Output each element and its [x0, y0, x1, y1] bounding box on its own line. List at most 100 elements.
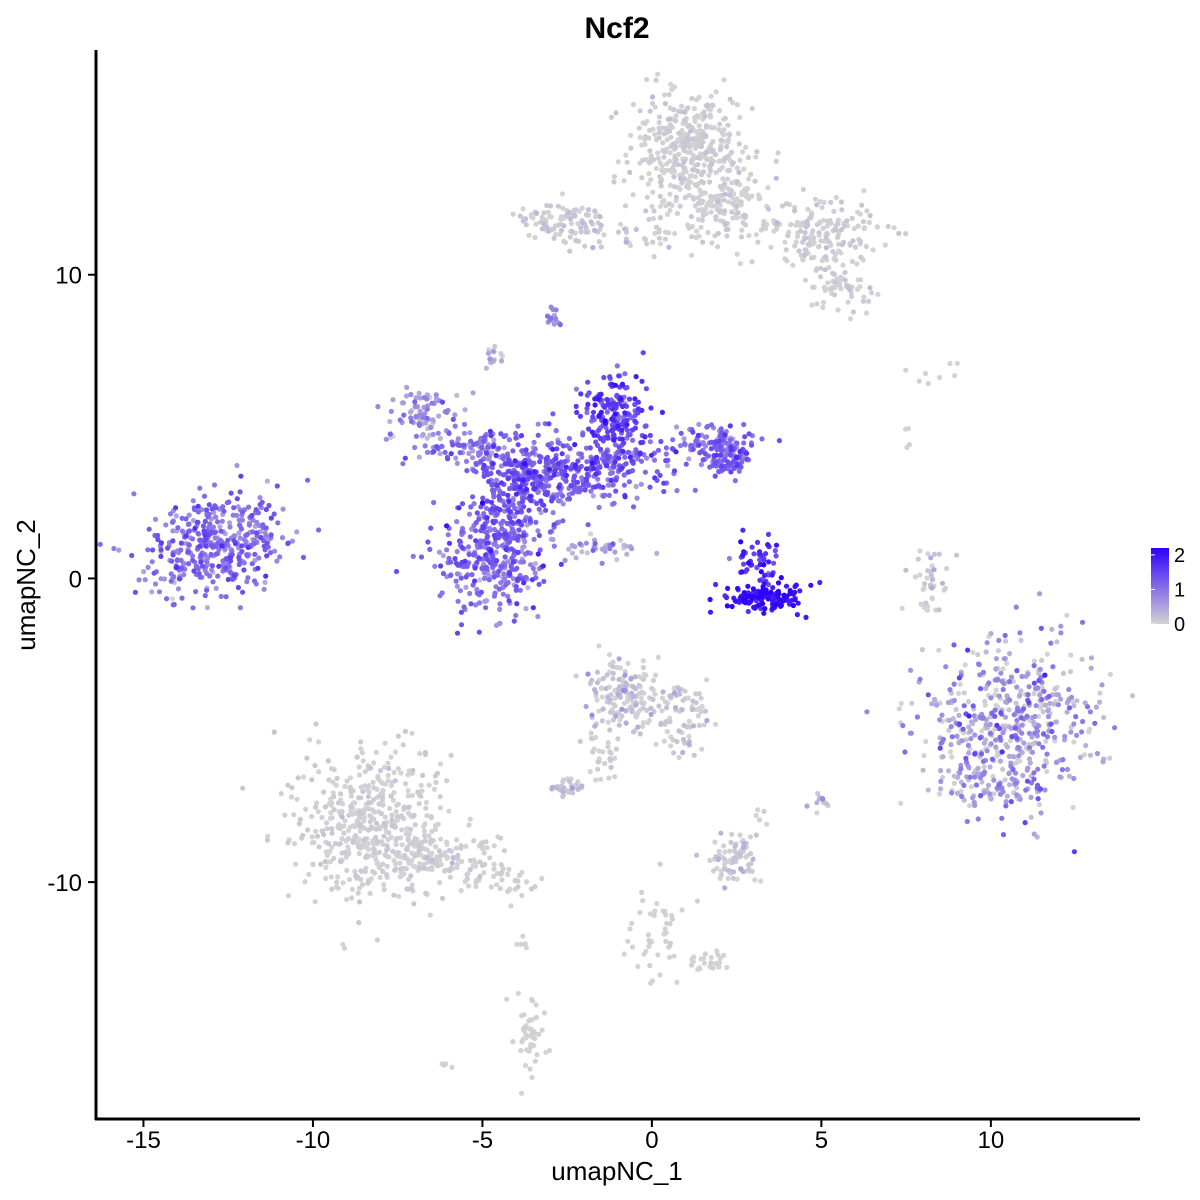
cell-point	[1112, 725, 1118, 731]
cell-point	[500, 518, 506, 524]
cell-point	[518, 1090, 525, 1096]
cell-point	[831, 271, 837, 277]
cell-point	[491, 532, 497, 539]
cell-point	[437, 794, 443, 800]
cell-point	[763, 551, 769, 557]
cell-point	[201, 493, 208, 499]
cell-point	[899, 605, 905, 611]
cell-point	[1057, 774, 1063, 780]
cell-point	[560, 205, 566, 211]
cell-point	[695, 713, 702, 719]
cell-point	[496, 568, 502, 575]
cell-point	[272, 548, 278, 554]
cell-point	[623, 461, 629, 467]
cell-point	[1046, 693, 1052, 700]
cell-point	[454, 460, 460, 466]
cell-point	[833, 194, 839, 201]
cell-point	[208, 551, 214, 557]
cell-point	[932, 696, 938, 703]
cell-point	[1088, 655, 1095, 661]
cell-point	[681, 159, 687, 165]
cell-point	[267, 550, 274, 556]
cell-point	[614, 556, 620, 563]
cell-point	[213, 551, 219, 557]
cell-point	[661, 488, 667, 495]
cell-point	[1004, 660, 1010, 666]
cell-point	[857, 238, 864, 244]
cell-point	[477, 577, 483, 583]
cell-point	[689, 956, 695, 963]
cell-point	[621, 482, 628, 488]
cell-point	[604, 672, 610, 678]
cell-point	[511, 478, 517, 484]
cell-point	[951, 697, 958, 704]
cell-point	[515, 990, 521, 996]
cell-point	[774, 220, 780, 226]
cell-point	[1107, 671, 1113, 678]
cell-point	[866, 298, 872, 304]
cell-point	[945, 699, 952, 706]
cell-point	[560, 518, 566, 524]
cell-point	[338, 859, 344, 865]
cell-point	[972, 802, 978, 809]
cell-point	[432, 563, 438, 569]
cell-point	[350, 838, 356, 844]
cell-point	[518, 941, 524, 947]
cell-point	[252, 523, 258, 529]
cell-point	[583, 703, 589, 710]
cell-point	[646, 216, 652, 222]
cell-point	[690, 167, 696, 173]
cell-point	[795, 600, 801, 606]
cell-point	[968, 719, 975, 725]
cell-point	[692, 182, 698, 188]
cell-point	[615, 159, 621, 165]
cell-point	[966, 724, 972, 730]
cell-point	[629, 709, 635, 715]
cell-point	[1018, 637, 1024, 644]
cell-point	[693, 691, 699, 697]
cell-point	[629, 944, 636, 950]
cell-point	[630, 729, 637, 735]
cell-point	[473, 879, 479, 885]
cell-point	[424, 449, 431, 455]
cell-point	[467, 534, 473, 540]
cell-point	[1064, 766, 1070, 773]
cell-point	[828, 199, 834, 205]
cell-point	[1053, 719, 1059, 725]
cell-point	[307, 737, 313, 743]
cell-point	[630, 684, 636, 690]
cell-point	[563, 472, 570, 478]
cell-point	[622, 226, 628, 232]
cell-point	[234, 496, 240, 502]
cell-point	[728, 469, 734, 475]
cell-point	[1041, 688, 1047, 694]
cell-point	[854, 261, 860, 267]
cell-point	[647, 432, 653, 439]
cell-point	[423, 799, 429, 806]
cell-point	[590, 493, 596, 499]
cell-point	[620, 687, 627, 694]
cell-point	[1026, 756, 1033, 762]
cell-point	[672, 690, 678, 696]
cell-point	[365, 787, 371, 793]
cell-point	[817, 199, 823, 205]
cell-point	[466, 450, 472, 456]
cell-point	[863, 310, 870, 316]
cell-point	[352, 833, 359, 839]
cell-point	[768, 244, 774, 250]
cell-point	[647, 439, 654, 445]
cell-point	[202, 593, 208, 599]
cell-point	[744, 567, 750, 573]
cell-point	[936, 551, 942, 557]
cell-point	[682, 141, 688, 147]
cell-point	[336, 841, 342, 847]
cell-point	[569, 550, 576, 556]
cell-point	[574, 238, 580, 244]
cell-point	[801, 252, 808, 258]
cell-point	[1014, 717, 1020, 723]
cell-point	[1080, 718, 1086, 725]
cell-point	[1035, 796, 1041, 802]
cell-point	[413, 433, 419, 439]
cell-point	[524, 1047, 530, 1053]
cell-point	[717, 452, 723, 458]
